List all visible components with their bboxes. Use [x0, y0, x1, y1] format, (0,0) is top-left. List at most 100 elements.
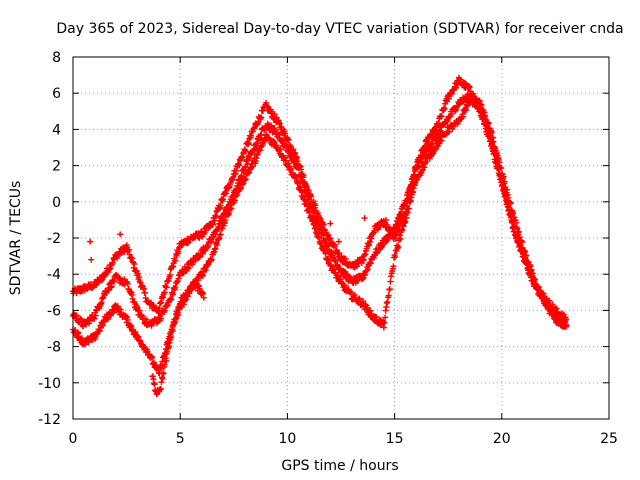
data-point [395, 243, 402, 250]
y-tick-label: -4 [47, 267, 61, 283]
data-point [217, 202, 224, 209]
data-point [476, 97, 483, 104]
data-point [500, 173, 507, 180]
data-point [159, 375, 166, 382]
data-point [167, 271, 174, 278]
data-point [488, 129, 495, 136]
data-point [490, 138, 497, 145]
data-point [168, 296, 175, 303]
data-point [255, 119, 262, 126]
data-point [199, 272, 206, 279]
data-point [463, 107, 470, 114]
data-point [390, 263, 397, 270]
data-point [318, 239, 325, 246]
data-point [412, 179, 419, 186]
data-point [277, 146, 284, 153]
data-point [134, 270, 141, 277]
x-tick-label: 10 [278, 431, 296, 447]
x-axis-label: GPS time / hours [281, 458, 398, 474]
series-track-4 [149, 279, 207, 398]
data-point [242, 148, 249, 155]
data-point [529, 270, 536, 277]
data-point [223, 190, 230, 197]
data-point [386, 286, 393, 293]
data-point [320, 232, 327, 239]
data-point [510, 210, 517, 217]
data-point [430, 150, 437, 157]
data-point [385, 292, 392, 299]
data-point [157, 386, 164, 393]
data-point [558, 317, 565, 324]
data-point [392, 253, 399, 260]
data-point [532, 276, 539, 283]
y-tick-label: 6 [52, 86, 61, 102]
data-point [394, 221, 401, 228]
data-point [395, 228, 402, 235]
data-point [131, 260, 138, 267]
data-point [111, 278, 118, 285]
data-point [359, 276, 366, 283]
data-point [335, 272, 342, 279]
data-point [530, 275, 537, 282]
data-point [170, 291, 177, 298]
data-point [124, 280, 131, 287]
data-point [348, 290, 355, 297]
data-point [392, 227, 399, 234]
data-point [234, 192, 241, 199]
data-point [285, 160, 292, 167]
data-point [132, 329, 139, 336]
data-point [438, 113, 445, 120]
data-point [365, 242, 372, 249]
chart-title: Day 365 of 2023, Sidereal Day-to-day VTE… [56, 21, 623, 37]
data-point [528, 266, 535, 273]
data-point [249, 163, 256, 170]
data-point [327, 220, 334, 227]
data-point [87, 238, 94, 245]
data-point [96, 327, 103, 334]
data-point [78, 335, 85, 342]
data-point [163, 284, 170, 291]
data-point [237, 185, 244, 192]
data-point [292, 159, 299, 166]
series-track-1 [70, 74, 570, 323]
x-tick-label: 20 [493, 431, 511, 447]
data-point [301, 193, 308, 200]
data-point [295, 165, 302, 172]
data-point [387, 232, 394, 239]
data-point [516, 228, 523, 235]
data-point [416, 162, 423, 169]
data-point [501, 178, 508, 185]
data-point [393, 247, 400, 254]
y-tick-label: 2 [52, 159, 61, 175]
data-point [507, 199, 514, 206]
data-point [290, 146, 297, 153]
data-point [382, 314, 389, 321]
data-point [160, 370, 167, 377]
data-point [258, 114, 265, 121]
data-point [172, 257, 179, 264]
data-point [305, 196, 312, 203]
data-point [117, 231, 124, 238]
y-tick-label: -8 [47, 340, 61, 356]
data-point [319, 229, 326, 236]
data-point [236, 162, 243, 169]
y-tick-label: 8 [52, 50, 61, 66]
x-tick-label: 25 [600, 431, 618, 447]
data-point [202, 267, 209, 274]
data-point [519, 239, 526, 246]
data-point [219, 225, 226, 232]
x-tick-label: 5 [176, 431, 185, 447]
data-point [298, 186, 305, 193]
y-tick-label: -6 [47, 303, 61, 319]
data-point [240, 180, 247, 187]
data-point [327, 262, 334, 269]
data-point [325, 242, 332, 249]
data-point [358, 260, 365, 267]
data-point [199, 250, 206, 257]
data-point [387, 278, 394, 285]
data-point [522, 248, 529, 255]
data-point [161, 289, 168, 296]
data-point [214, 242, 221, 249]
data-point [108, 283, 115, 290]
data-point [460, 113, 467, 120]
